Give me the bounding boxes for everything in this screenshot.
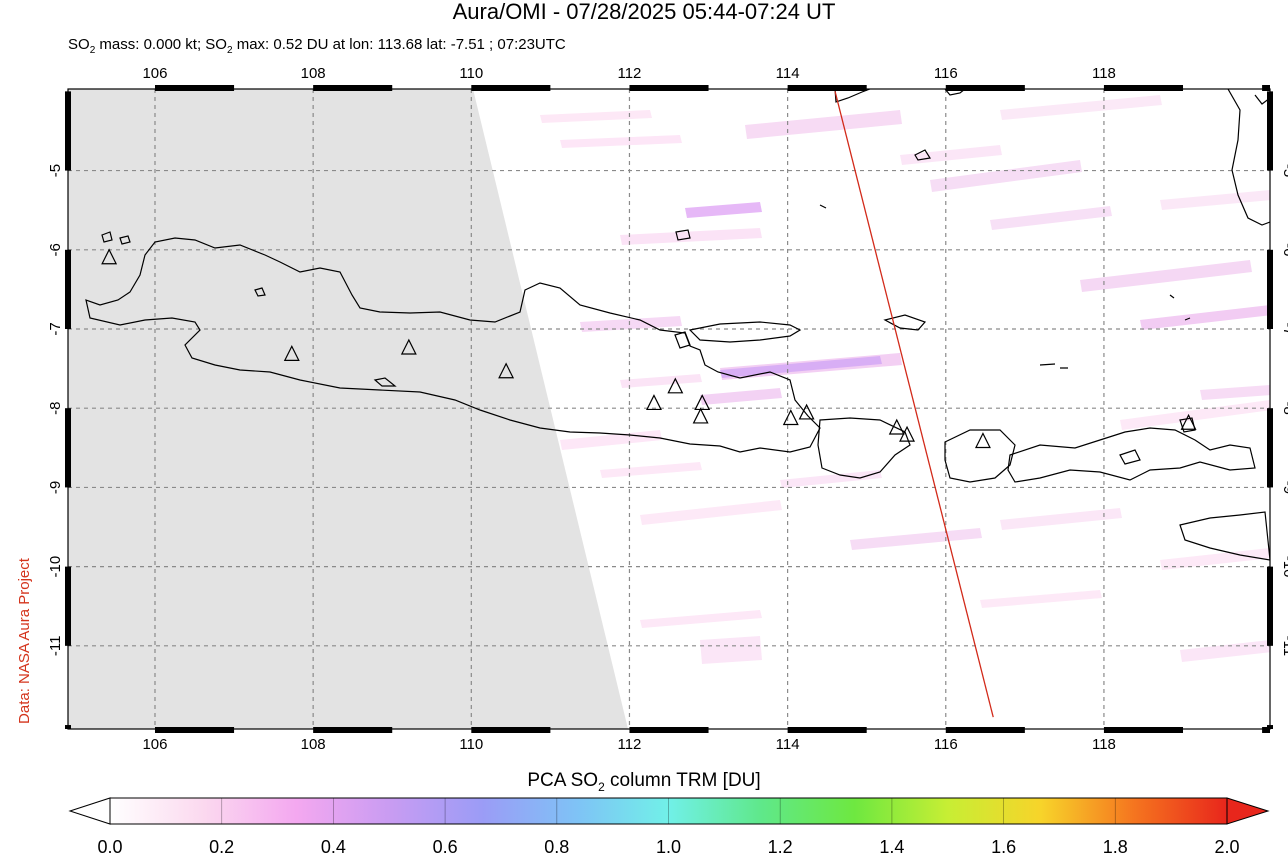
colorbar-tick-label: 0.4 (321, 837, 346, 855)
frame-bar-bottom (313, 727, 393, 733)
volcano-markers (101, 248, 1197, 449)
so2-swath-streaks (540, 95, 1270, 664)
frame-bar-right (1267, 91, 1273, 171)
frame-bar-top (1262, 85, 1270, 91)
volcano-icon (1180, 413, 1197, 430)
map-title: Aura/OMI - 07/28/2025 05:44-07:24 UT (452, 0, 836, 24)
lon-tick-label-top: 114 (776, 65, 800, 82)
colorbar-max-arrow (1226, 797, 1270, 825)
lat-tick-label-right: -7 (1280, 322, 1288, 335)
volcano-icon (694, 394, 711, 411)
coastlines (85, 89, 1270, 561)
no-data-region (68, 89, 628, 729)
frame-bar-top (471, 85, 551, 91)
colorbar-tick-label: 1.0 (656, 837, 681, 855)
frame-bar-top (313, 85, 393, 91)
lon-tick-label-top: 116 (934, 65, 958, 82)
frame-bar-bottom (1262, 727, 1270, 733)
colorbar-tick-label: 0.2 (209, 837, 234, 855)
colorbar-tick-label: 0.8 (544, 837, 569, 855)
colorbar-tick-label: 0.0 (97, 837, 122, 855)
volcano-icon (667, 377, 684, 394)
volcano-icon (101, 248, 118, 265)
volcano-icon (899, 425, 915, 442)
frame-bar-left (65, 91, 71, 171)
lon-tick-label-bottom: 112 (617, 736, 641, 753)
lat-tick-label-left: -6 (47, 243, 64, 256)
lon-tick-label-top: 110 (459, 65, 483, 82)
lon-tick-label-bottom: 106 (142, 736, 167, 753)
lon-tick-label-bottom: 116 (934, 736, 958, 753)
volcano-icon (798, 403, 815, 420)
lon-tick-label-bottom: 110 (459, 736, 483, 753)
colorbar-tick-label: 0.6 (433, 837, 458, 855)
lat-tick-label-right: -5 (1280, 164, 1288, 177)
lon-tick-label-bottom: 114 (776, 736, 800, 753)
frame-bar-bottom (787, 727, 867, 733)
frame-bar-bottom (1103, 727, 1184, 733)
frame-bar-bottom (471, 727, 551, 733)
frame-bar-right (1267, 566, 1273, 646)
frame-bar-left (65, 566, 71, 646)
frame-bar-right (1267, 249, 1273, 329)
frame-bar-left (65, 249, 71, 329)
volcano-icon (888, 418, 905, 435)
colorbar-min-arrow (68, 797, 111, 825)
lat-tick-label-right: -9 (1280, 481, 1288, 494)
lon-tick-label-top: 118 (1092, 65, 1116, 82)
lat-tick-label-left: -7 (47, 322, 64, 335)
axis-ticks (65, 85, 1273, 733)
lat-tick-label-right: -10 (1280, 556, 1288, 578)
satellite-ground-track (834, 91, 994, 718)
lat-tick-label-left: -8 (47, 402, 64, 415)
frame-bar-left (65, 408, 71, 488)
frame-bar-top (154, 85, 235, 91)
lon-tick-label-top: 112 (617, 65, 641, 82)
colorbar-tick-label: 1.4 (879, 837, 904, 855)
colorbar-bar (109, 797, 1228, 825)
lon-tick-label-top: 108 (301, 65, 326, 82)
lat-tick-label-left: -9 (47, 481, 64, 494)
colorbar-tick-label: 2.0 (1214, 837, 1239, 855)
lat-tick-label-left: -11 (47, 636, 64, 657)
frame-bar-top (1103, 85, 1184, 91)
lat-tick-label-right: -11 (1280, 636, 1288, 657)
axis-labels: 106 106 108 108 110 110 112 112 114 114 116 116 118 1… (47, 65, 1288, 753)
frame-bar-top (629, 85, 709, 91)
frame-bar-right (1267, 725, 1273, 729)
volcano-icon (782, 409, 799, 426)
frame-bar-right (1267, 408, 1273, 488)
colorbar-tick-label: 1.6 (991, 837, 1016, 855)
colorbar-title: PCA SO2 column TRM [DU] (527, 770, 761, 794)
colorbar: 0.0 0.2 0.4 0.6 0.8 1.0 1.2 1.4 1.6 1.8 2.0 (68, 797, 1270, 855)
lon-tick-label-bottom: 108 (301, 736, 326, 753)
so2-summary: SO2 mass: 0.000 kt; SO2 max: 0.52 DU at … (68, 36, 566, 56)
lat-tick-label-right: -8 (1280, 402, 1288, 415)
lat-tick-label-left: -5 (47, 164, 64, 177)
volcano-icon (692, 407, 709, 424)
volcano-icon (974, 432, 991, 449)
volcano-icon (283, 345, 300, 361)
frame-bar-top (787, 85, 867, 91)
map-grid (68, 89, 1270, 729)
volcano-icon (646, 394, 662, 411)
frame-bar-bottom (154, 727, 235, 733)
lon-tick-label-bottom: 118 (1092, 736, 1116, 753)
lon-tick-label-top: 106 (142, 65, 167, 82)
volcano-icon (400, 338, 417, 355)
colorbar-ticks: 0.0 0.2 0.4 0.6 0.8 1.0 1.2 1.4 1.6 1.8 2.0 (97, 798, 1240, 855)
colorbar-tick-label: 1.2 (768, 837, 793, 855)
colorbar-tick-label: 1.8 (1103, 837, 1128, 855)
frame-bar-left (65, 725, 71, 729)
frame-bar-top (945, 85, 1025, 91)
lat-tick-label-right: -6 (1280, 243, 1288, 256)
frame-bar-bottom (629, 727, 709, 733)
lat-tick-label-left: -10 (47, 556, 64, 578)
volcano-icon (498, 362, 515, 379)
frame-bar-bottom (945, 727, 1025, 733)
